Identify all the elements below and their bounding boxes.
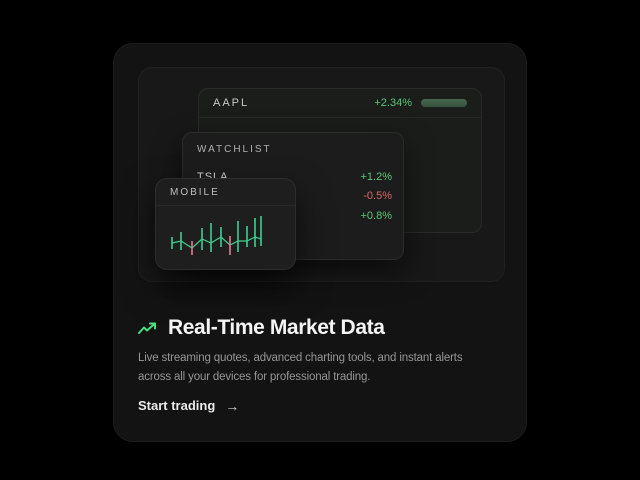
- ticker-card-header: AAPL +2.34%: [199, 89, 481, 118]
- description-line: across all your devices for professional…: [138, 371, 371, 383]
- right-arrow-icon: →: [225, 397, 240, 414]
- row-change: +1.2%: [360, 170, 393, 183]
- watchlist-row: -0.5%: [183, 187, 403, 207]
- sparkline-pill: [421, 99, 467, 107]
- market-visual-panel: AAPL +2.34% WATCHLIST TSLA +1.2% -0.5%: [138, 67, 505, 282]
- feature-description: Live streaming quotes, advanced charting…: [138, 349, 463, 387]
- watchlist-title: WATCHLIST: [197, 144, 272, 155]
- ticker-symbol: AAPL: [213, 97, 250, 109]
- trending-up-icon: [138, 321, 157, 336]
- mobile-chart: [171, 216, 262, 255]
- feature-card: AAPL +2.34% WATCHLIST TSLA +1.2% -0.5%: [113, 43, 527, 442]
- heading-row: Real-Time Market Data: [138, 316, 385, 340]
- watchlist-row: +0.8%: [183, 206, 403, 226]
- start-trading-label: Start trading: [138, 398, 216, 413]
- watchlist-rows: TSLA +1.2% -0.5% +0.8%: [183, 167, 403, 226]
- start-trading-link[interactable]: Start trading →: [138, 398, 239, 413]
- description-line: Live streaming quotes, advanced charting…: [138, 352, 463, 364]
- feature-heading: Real-Time Market Data: [168, 316, 385, 339]
- ticker-change: +2.34%: [374, 97, 412, 109]
- row-change: +0.8%: [360, 209, 393, 222]
- mobile-card: MOBILE: [155, 178, 296, 270]
- mobile-card-title: MOBILE: [156, 179, 295, 206]
- row-change: -0.5%: [363, 190, 392, 203]
